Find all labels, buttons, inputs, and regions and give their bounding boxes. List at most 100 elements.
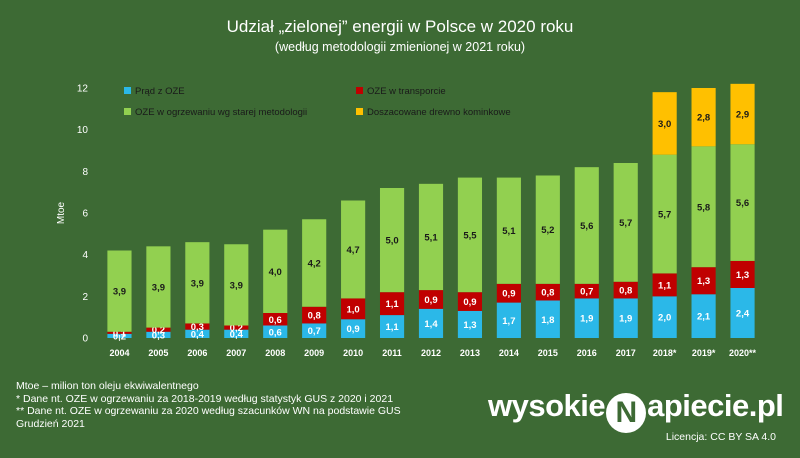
bar-segment <box>691 267 716 295</box>
bar-value-label: 0,9 <box>463 297 476 308</box>
bar-value-label: 5,6 <box>580 221 593 232</box>
stacked-bar-chart: Udział „zielonej” energii w Polsce w 202… <box>56 17 757 358</box>
footnote-2018-2019: * Dane nt. OZE w ogrzewaniu za 2018-2019… <box>16 392 394 405</box>
bar-segment <box>418 308 444 338</box>
bar-segment <box>535 300 560 338</box>
bar-segment <box>418 290 444 309</box>
bar-segment <box>574 298 599 338</box>
bar-value-label: 0,3 <box>152 330 165 341</box>
bar-segment <box>341 298 366 320</box>
bar-value-label: 2,8 <box>697 113 710 124</box>
x-tick-label: 2007 <box>226 348 246 358</box>
legend-swatch <box>124 87 131 94</box>
bar-segment <box>379 315 405 338</box>
x-tick-label: 2009 <box>304 348 324 358</box>
bar-value-label: 5,7 <box>658 210 671 221</box>
bar-value-label: 5,6 <box>736 198 749 209</box>
bars-layer: 0,20,13,90,30,23,90,40,33,90,40,23,90,60… <box>107 83 755 342</box>
bar-segment <box>263 229 288 313</box>
bar-segment <box>574 283 599 299</box>
license-note: Licencja: CC BY SA 4.0 <box>665 431 776 443</box>
x-tick-label: 2008 <box>265 348 285 358</box>
lightning-n-logo-icon: N <box>606 393 647 433</box>
bar-segment <box>613 281 638 299</box>
bar-value-label: 1,0 <box>347 304 360 315</box>
bar-segment <box>535 283 560 301</box>
bar-segment <box>263 325 288 338</box>
bar-segment <box>730 83 755 145</box>
legend-entry-label: OZE w ogrzewaniu wg starej metodologii <box>135 107 307 118</box>
bar-value-label: 1,3 <box>697 276 710 287</box>
bar-segment <box>652 154 677 274</box>
bar-value-label: 0,4 <box>191 329 205 340</box>
bar-value-label: 0,9 <box>502 289 515 300</box>
chart-subtitle: (według metodologii zmienionej w 2021 ro… <box>275 40 525 54</box>
bar-value-label: 0,2 <box>152 325 165 336</box>
bar-value-label: 4,7 <box>347 245 360 256</box>
bar-segment <box>457 310 483 338</box>
bar-value-label: 0,8 <box>308 311 321 322</box>
bar-value-label: 0,1 <box>113 328 127 339</box>
y-axis-ticks: 0 2 4 6 8 10 12 <box>77 84 89 345</box>
bar-value-label: 0,7 <box>580 287 593 298</box>
bar-segment <box>224 325 249 330</box>
bar-segment <box>224 244 249 326</box>
x-tick-label: 2016 <box>577 348 597 358</box>
bar-value-label: 1,8 <box>541 315 554 326</box>
x-tick-label: 2006 <box>187 348 207 358</box>
y-tick-label: 6 <box>82 209 88 220</box>
legend-entry-label: OZE w transporcie <box>367 86 446 97</box>
bar-value-label: 5,7 <box>619 218 632 229</box>
x-axis-ticks: 2004 2005 2006 2007 2008 2009 2010 2011 2012 2013… <box>109 348 756 358</box>
y-tick-label: 4 <box>82 250 88 261</box>
bar-segment <box>730 144 755 261</box>
bar-segment <box>302 219 327 307</box>
bar-segment <box>652 92 677 155</box>
bar-value-label: 2,9 <box>736 110 749 121</box>
x-tick-label: 2012 <box>421 348 441 358</box>
bar-value-label: 2,1 <box>697 312 711 323</box>
bar-segment <box>496 283 521 303</box>
bar-segment <box>691 146 716 268</box>
bar-value-label: 0,6 <box>269 327 282 338</box>
bar-segment <box>224 329 249 338</box>
chart-title: Udział „zielonej” energii w Polsce w 202… <box>227 17 574 36</box>
footnote-mtoe: Mtoe – milion ton oleju ekwiwalentnego <box>16 380 199 392</box>
legend: Prąd z OZE OZE w transporcie OZE w ogrzewa… <box>124 86 511 118</box>
x-tick-label: 2019* <box>692 348 716 358</box>
bar-segment <box>691 88 716 147</box>
bar-value-label: 5,5 <box>463 230 477 241</box>
bar-value-label: 2,0 <box>658 313 671 324</box>
bar-segment <box>185 329 210 338</box>
x-tick-label: 2014 <box>499 348 519 358</box>
bar-value-label: 1,7 <box>502 316 515 327</box>
bar-segment <box>691 294 716 338</box>
bar-value-label: 1,1 <box>385 299 399 310</box>
x-tick-label: 2018* <box>653 348 677 358</box>
legend-entry-label: Doszacowane drewno kominkowe <box>367 107 511 118</box>
footnotes: Mtoe – milion ton oleju ekwiwalentnego *… <box>16 380 401 430</box>
bar-segment <box>574 167 599 284</box>
bar-value-label: 1,3 <box>736 270 749 281</box>
bar-segment <box>496 302 521 338</box>
bar-segment <box>185 242 210 324</box>
bar-segment <box>302 323 327 338</box>
x-tick-label: 2004 <box>109 348 129 358</box>
bar-value-label: 5,0 <box>385 236 398 247</box>
legend-swatch <box>124 108 131 115</box>
bar-value-label: 0,7 <box>308 326 321 337</box>
footnote-date: Grudzień 2021 <box>16 417 85 430</box>
bar-value-label: 0,9 <box>424 295 437 306</box>
bar-segment <box>107 331 132 334</box>
bar-value-label: 4,2 <box>308 259 321 270</box>
bar-value-label: 5,2 <box>541 225 554 236</box>
x-tick-label: 2013 <box>460 348 480 358</box>
bar-value-label: 0,8 <box>619 286 632 297</box>
bar-segment <box>379 292 405 316</box>
legend-swatch <box>356 87 363 94</box>
bar-value-label: 4,0 <box>269 267 282 278</box>
bar-value-label: 1,4 <box>424 319 438 330</box>
x-tick-label: 2015 <box>538 348 558 358</box>
bar-value-label: 1,9 <box>580 314 593 325</box>
